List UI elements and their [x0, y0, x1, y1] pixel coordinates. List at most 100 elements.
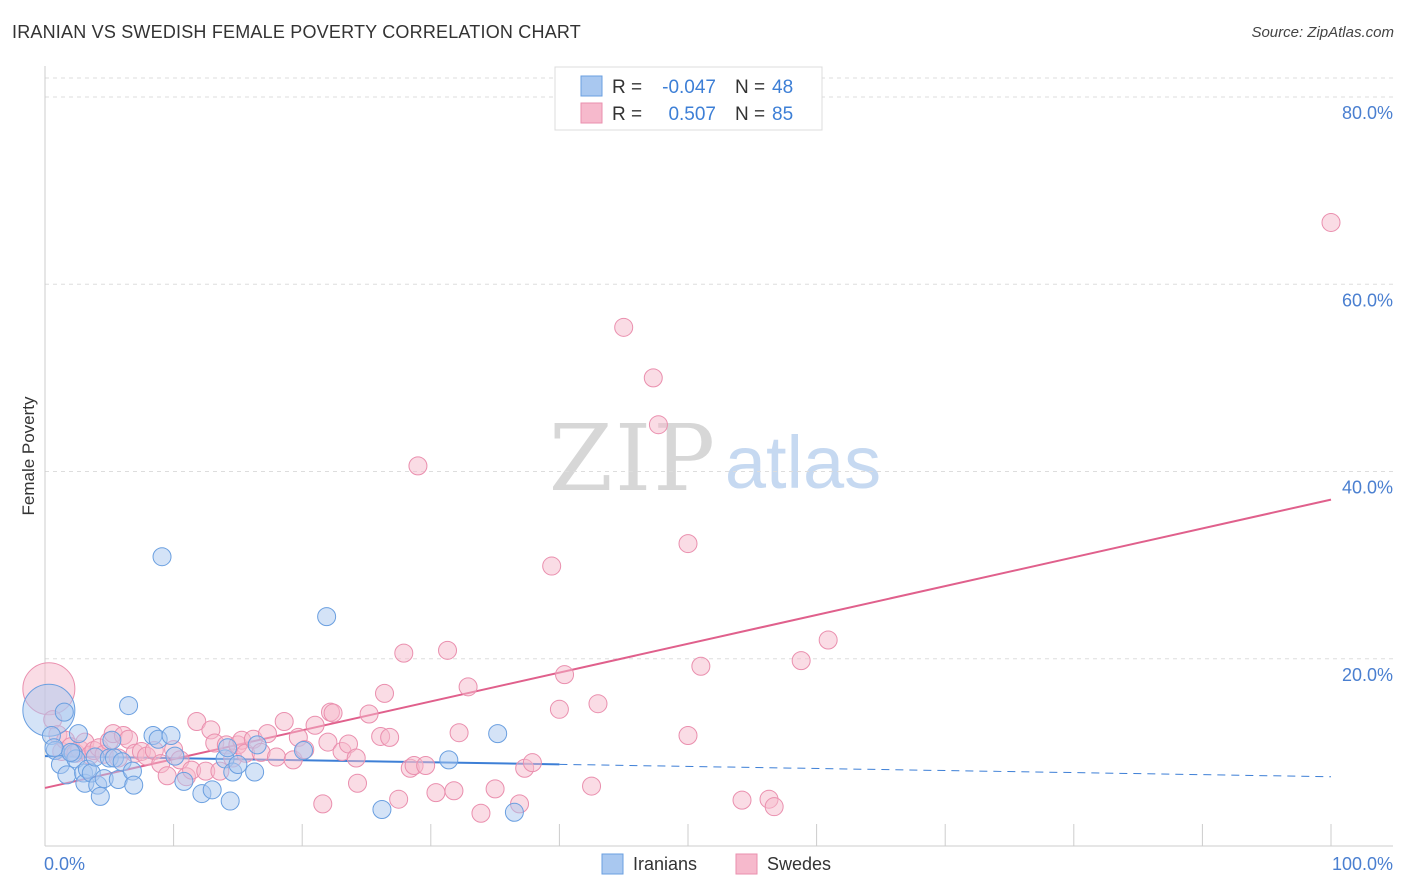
- swedes-point: [458, 677, 478, 697]
- iranians-point: [161, 726, 181, 746]
- swedes-point: [818, 630, 838, 650]
- swedes-point: [588, 694, 608, 714]
- swedes-point: [485, 779, 505, 799]
- y-tick-label: 40.0%: [1342, 478, 1393, 498]
- iranians-legend-swatch: [580, 75, 603, 97]
- watermark-zip: ZIP: [549, 405, 717, 512]
- swedes-point: [187, 711, 207, 731]
- swedes-point: [522, 753, 542, 773]
- iranians-point: [228, 755, 248, 775]
- swedes-point: [157, 766, 177, 786]
- swedes-point: [359, 704, 379, 724]
- iranians-point: [152, 547, 172, 567]
- swedes-point: [732, 790, 752, 810]
- grid: [45, 77, 1393, 660]
- iranians-point: [439, 750, 459, 770]
- iranians-trendline-dashed: [559, 763, 1332, 778]
- x-tick-labels: 0.0% 100.0%: [44, 854, 1393, 874]
- iranians-point: [119, 696, 139, 716]
- y-tick-label: 20.0%: [1342, 665, 1393, 685]
- correlation-legend: R = -0.047 N = 48 R = 0.507 N = 85: [554, 66, 823, 131]
- y-tick-label: 80.0%: [1342, 103, 1393, 123]
- swedes-point: [678, 726, 698, 746]
- swedes-point: [346, 748, 366, 768]
- swedes-point: [408, 456, 428, 476]
- swedes-point: [438, 640, 458, 660]
- swedes-point: [764, 797, 784, 817]
- swedes-point: [471, 803, 491, 823]
- iranians-legend-label: Iranians: [633, 854, 697, 874]
- iranians-point: [247, 735, 267, 755]
- swedes-point: [791, 651, 811, 671]
- swedes-points: [22, 212, 1341, 823]
- swedes-n-value: 85: [772, 104, 793, 125]
- y-tick-label: 60.0%: [1342, 290, 1393, 310]
- iranians-point: [61, 742, 81, 762]
- iranians-bottom-swatch: [601, 853, 624, 875]
- iranians-point: [90, 786, 110, 806]
- iranians-point: [504, 802, 524, 822]
- swedes-point: [426, 783, 446, 803]
- swedes-point: [449, 723, 469, 743]
- iranians-point: [54, 702, 74, 722]
- swedes-point: [323, 703, 343, 723]
- swedes-point: [375, 683, 395, 703]
- swedes-point: [394, 643, 414, 663]
- iranians-point: [44, 738, 64, 758]
- axes: [44, 66, 1393, 847]
- swedes-point: [549, 699, 569, 719]
- swedes-n-label: N =: [735, 104, 765, 125]
- iranians-n-value: 48: [772, 77, 793, 98]
- swedes-point: [318, 732, 338, 752]
- swedes-point: [691, 656, 711, 676]
- swedes-point: [542, 556, 562, 576]
- swedes-point: [380, 727, 400, 747]
- iranians-point: [293, 741, 313, 761]
- swedes-legend-swatch: [580, 102, 603, 124]
- swedes-point: [389, 789, 409, 809]
- source-label: Source: ZipAtlas.com: [1251, 24, 1394, 41]
- x-tick-label: 0.0%: [44, 854, 85, 874]
- iranians-r-value: -0.047: [662, 77, 716, 98]
- iranians-point: [102, 730, 122, 750]
- swedes-r-value: 0.507: [668, 104, 716, 125]
- y-tick-labels: 20.0% 40.0% 60.0% 80.0%: [1342, 103, 1393, 685]
- iranians-point: [57, 765, 77, 785]
- swedes-point: [347, 773, 367, 793]
- chart-title: IRANIAN VS SWEDISH FEMALE POVERTY CORREL…: [12, 22, 581, 42]
- iranians-point: [245, 762, 265, 782]
- swedes-point: [648, 415, 668, 435]
- iranians-points: [22, 547, 524, 822]
- swedes-bottom-swatch: [735, 853, 758, 875]
- iranians-point: [124, 775, 144, 795]
- iranians-point: [372, 799, 392, 819]
- y-axis-label: Female Poverty: [19, 396, 38, 516]
- iranians-point: [202, 780, 222, 800]
- iranians-point: [488, 724, 508, 744]
- swedes-point: [614, 317, 634, 337]
- swedes-point: [305, 715, 325, 735]
- swedes-point: [444, 781, 464, 801]
- x-tick-label: 100.0%: [1332, 854, 1393, 874]
- swedes-point: [266, 747, 286, 767]
- iranians-point: [317, 607, 337, 627]
- swedes-point: [643, 368, 663, 388]
- swedes-legend-label: Swedes: [767, 854, 831, 874]
- watermark-atlas: atlas: [725, 421, 881, 504]
- iranians-point: [174, 771, 194, 791]
- swedes-point: [416, 755, 436, 775]
- swedes-point: [678, 534, 698, 554]
- iranians-r-label: R =: [612, 77, 642, 98]
- swedes-point: [1321, 212, 1341, 232]
- iranians-point: [68, 724, 88, 744]
- iranians-point: [218, 738, 238, 758]
- iranians-n-label: N =: [735, 77, 765, 98]
- series-legend: Iranians Swedes: [601, 853, 831, 875]
- swedes-r-label: R =: [612, 104, 642, 125]
- swedes-point: [555, 665, 575, 685]
- swedes-point: [313, 794, 333, 814]
- swedes-point: [274, 711, 294, 731]
- iranians-point: [220, 791, 240, 811]
- iranians-point: [165, 746, 185, 766]
